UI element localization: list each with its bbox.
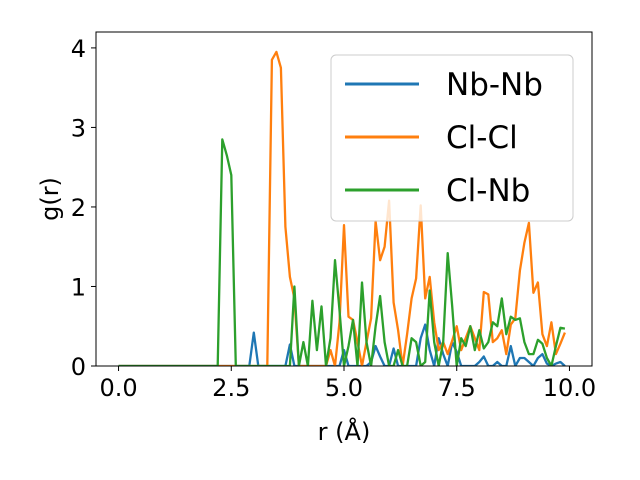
legend: Nb-Nb Cl-Cl Cl-Nb	[330, 54, 574, 222]
series-line-nb-nb	[118, 323, 566, 366]
y-tick-label: 3	[71, 114, 86, 142]
x-tick-label: 2.5	[212, 374, 250, 402]
legend-box	[330, 54, 574, 222]
legend-label-cl-nb: Cl-Nb	[446, 173, 530, 209]
y-tick-label: 2	[71, 194, 86, 222]
legend-label-nb-nb: Nb-Nb	[446, 67, 543, 103]
y-tick-label: 4	[71, 35, 86, 63]
x-axis-label: r (Å)	[318, 417, 371, 446]
legend-label-cl-cl: Cl-Cl	[446, 120, 518, 156]
y-axis-label: g(r)	[36, 177, 64, 221]
y-tick-label: 0	[71, 353, 86, 381]
x-tick-label: 0.0	[99, 374, 137, 402]
x-tick-label: 10.0	[543, 374, 596, 402]
x-tick-label: 7.5	[438, 374, 476, 402]
y-tick-label: 1	[71, 273, 86, 301]
axis-layer: 0.0 2.5 5.0 7.5 10.0 0 1 2 3 4	[71, 35, 596, 402]
series-line-cl-nb	[118, 138, 566, 366]
x-tick-label: 5.0	[325, 374, 363, 402]
